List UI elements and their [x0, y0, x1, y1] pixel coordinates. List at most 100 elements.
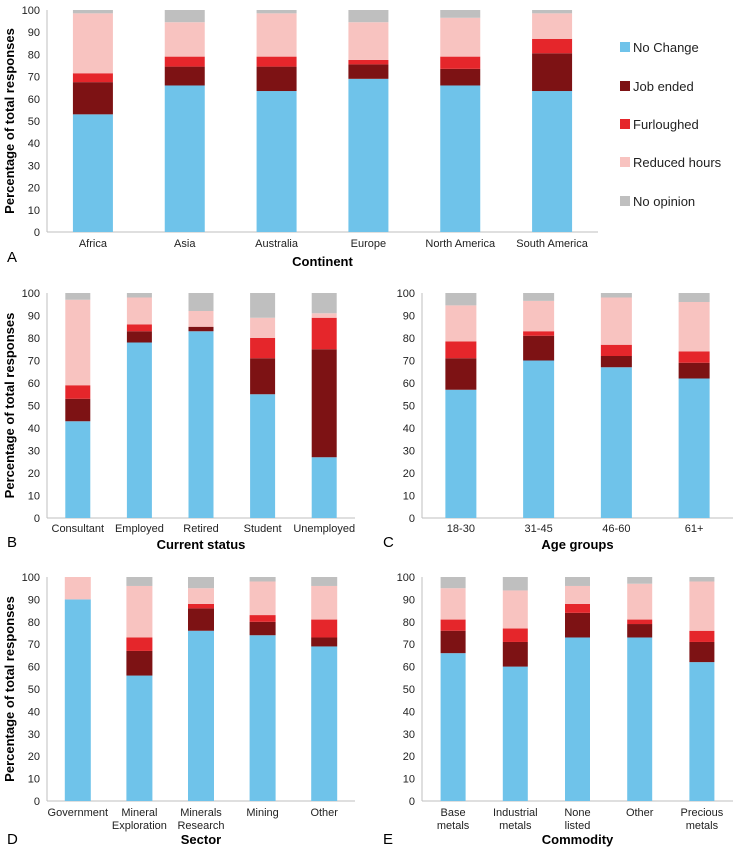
bar-segment-furloughed-asia [164, 56, 205, 67]
bar-segment-no-change-government [64, 599, 91, 801]
bar-segment-furloughed-other [627, 619, 653, 625]
legend-label-no-change: No Change [633, 40, 699, 55]
y-tick-label: 60 [28, 662, 40, 674]
bar-segment-reduced-hours-31-45 [523, 300, 555, 332]
category-label: Europe [351, 238, 386, 250]
panel-label: D [7, 831, 18, 848]
y-tick-label: 100 [22, 288, 40, 300]
bar-segment-reduced-hours-unemployed [311, 313, 337, 318]
bar-segment-job-ended-precious-metals [689, 641, 715, 663]
legend-label-no-opinion: No opinion [633, 194, 695, 209]
bar-segment-reduced-hours-precious-metals [689, 581, 715, 631]
bar-segment-furloughed-none-listed [565, 603, 590, 613]
y-tick-label: 70 [403, 356, 415, 368]
bar-segment-no-opinion-africa [72, 10, 113, 14]
panel-label: C [383, 534, 394, 551]
bar-segment-job-ended-31-45 [523, 335, 555, 361]
bar-segment-no-opinion-consultant [65, 293, 91, 300]
category-label: Mining [246, 807, 278, 819]
bar-segment-job-ended-industrial-metals [502, 641, 528, 667]
bar-segment-no-opinion-mining [249, 577, 276, 582]
category-label: Mineral Exploration [112, 807, 167, 832]
bar-segment-job-ended-north-america [440, 68, 481, 86]
bar-segment-reduced-hours-africa [72, 13, 113, 74]
bar-segment-furloughed-student [250, 338, 276, 359]
bar-segment-no-opinion-industrial-metals [502, 577, 528, 591]
bar-segment-no-opinion-asia [164, 10, 205, 23]
bar-segment-no-change-employed [126, 342, 152, 518]
bar-segment-job-ended-australia [256, 66, 297, 92]
category-label: Student [244, 523, 282, 535]
bar-segment-job-ended-61 [678, 362, 710, 379]
bar-segment-reduced-hours-18-30 [445, 305, 477, 342]
y-tick-label: 80 [28, 49, 40, 61]
bar-segment-furloughed-australia [256, 56, 297, 67]
y-tick-label: 70 [28, 72, 40, 84]
category-label: 46-60 [602, 523, 630, 535]
bar-segment-furloughed-mining [249, 615, 276, 622]
y-tick-label: 100 [22, 572, 40, 584]
y-tick-label: 40 [28, 423, 40, 435]
x-axis-title: Continent [292, 254, 353, 269]
category-label: South America [516, 238, 588, 250]
bar-segment-no-opinion-base-metals [440, 577, 466, 589]
bar-segment-furloughed-31-45 [523, 331, 555, 336]
y-tick-label: 20 [28, 751, 40, 763]
legend: No Change Job ended Furloughed Reduced h… [620, 40, 722, 209]
category-label: Other [626, 807, 654, 819]
y-tick-label: 90 [28, 311, 40, 323]
bar-segment-job-ended-unemployed [311, 349, 337, 458]
bar-segment-no-opinion-31-45 [523, 293, 555, 301]
y-tick-label: 70 [403, 639, 415, 651]
y-tick-label: 40 [403, 706, 415, 718]
y-tick-label: 50 [403, 401, 415, 413]
y-tick-label: 60 [403, 378, 415, 390]
y-tick-label: 50 [28, 401, 40, 413]
bar-segment-no-change-mineral-exploration [126, 675, 153, 801]
bar-segment-no-change-31-45 [523, 360, 555, 518]
bar-segment-furloughed-europe [348, 59, 389, 65]
x-axis-title: Current status [157, 537, 246, 552]
bar-segment-no-opinion-australia [256, 10, 297, 14]
bar-segment-job-ended-other [627, 624, 653, 638]
legend-swatch-no-opinion [620, 196, 630, 206]
y-tick-label: 70 [28, 639, 40, 651]
bar-segment-job-ended-retired [188, 326, 214, 332]
y-tick-label: 90 [403, 311, 415, 323]
bar-segment-furloughed-north-america [440, 56, 481, 69]
y-tick-label: 80 [403, 333, 415, 345]
bar-segment-no-opinion-retired [188, 293, 214, 311]
category-label: Unemployed [293, 523, 355, 535]
legend-swatch-reduced-hours [620, 157, 630, 167]
y-tick-label: 100 [397, 288, 415, 300]
bar-segment-job-ended-18-30 [445, 358, 477, 390]
bar-segment-no-change-europe [348, 78, 389, 232]
bar-segment-no-opinion-south-america [532, 10, 573, 14]
y-tick-label: 30 [28, 446, 40, 458]
category-label: Employed [115, 523, 164, 535]
bar-segment-no-change-asia [164, 85, 205, 232]
panel-label: E [383, 831, 393, 848]
bar-segment-no-opinion-other [311, 577, 338, 586]
bar-segment-job-ended-south-america [532, 53, 573, 92]
y-tick-label: 0 [34, 796, 40, 808]
panel-e: 0 10 20 30 40 50 60 70 80 90 100 Base metals Industri… [383, 572, 733, 848]
bar-segment-no-opinion-unemployed [311, 293, 337, 314]
bar-segment-job-ended-none-listed [565, 612, 590, 638]
y-tick-label: 80 [28, 617, 40, 629]
category-label: Base metals [437, 807, 470, 832]
bar-segment-job-ended-minerals-research [188, 608, 214, 631]
y-tick-label: 50 [403, 684, 415, 696]
legend-swatch-no-change [620, 42, 630, 52]
panel-c: 0 10 20 30 40 50 60 70 80 90 100 18-30 31-45 46-60 61+… [383, 288, 733, 552]
bar-segment-no-change-precious-metals [689, 662, 715, 801]
y-tick-label: 40 [403, 423, 415, 435]
y-tick-label: 10 [28, 774, 40, 786]
bar-segment-furloughed-employed [126, 324, 152, 332]
bar-segment-no-change-other [311, 646, 338, 801]
y-tick-label: 30 [403, 446, 415, 458]
panel-d: 0 10 20 30 40 50 60 70 80 90 100 Percentage of tota… [2, 572, 355, 848]
bar-segment-no-opinion-north-america [440, 10, 481, 18]
y-tick-label: 40 [28, 706, 40, 718]
